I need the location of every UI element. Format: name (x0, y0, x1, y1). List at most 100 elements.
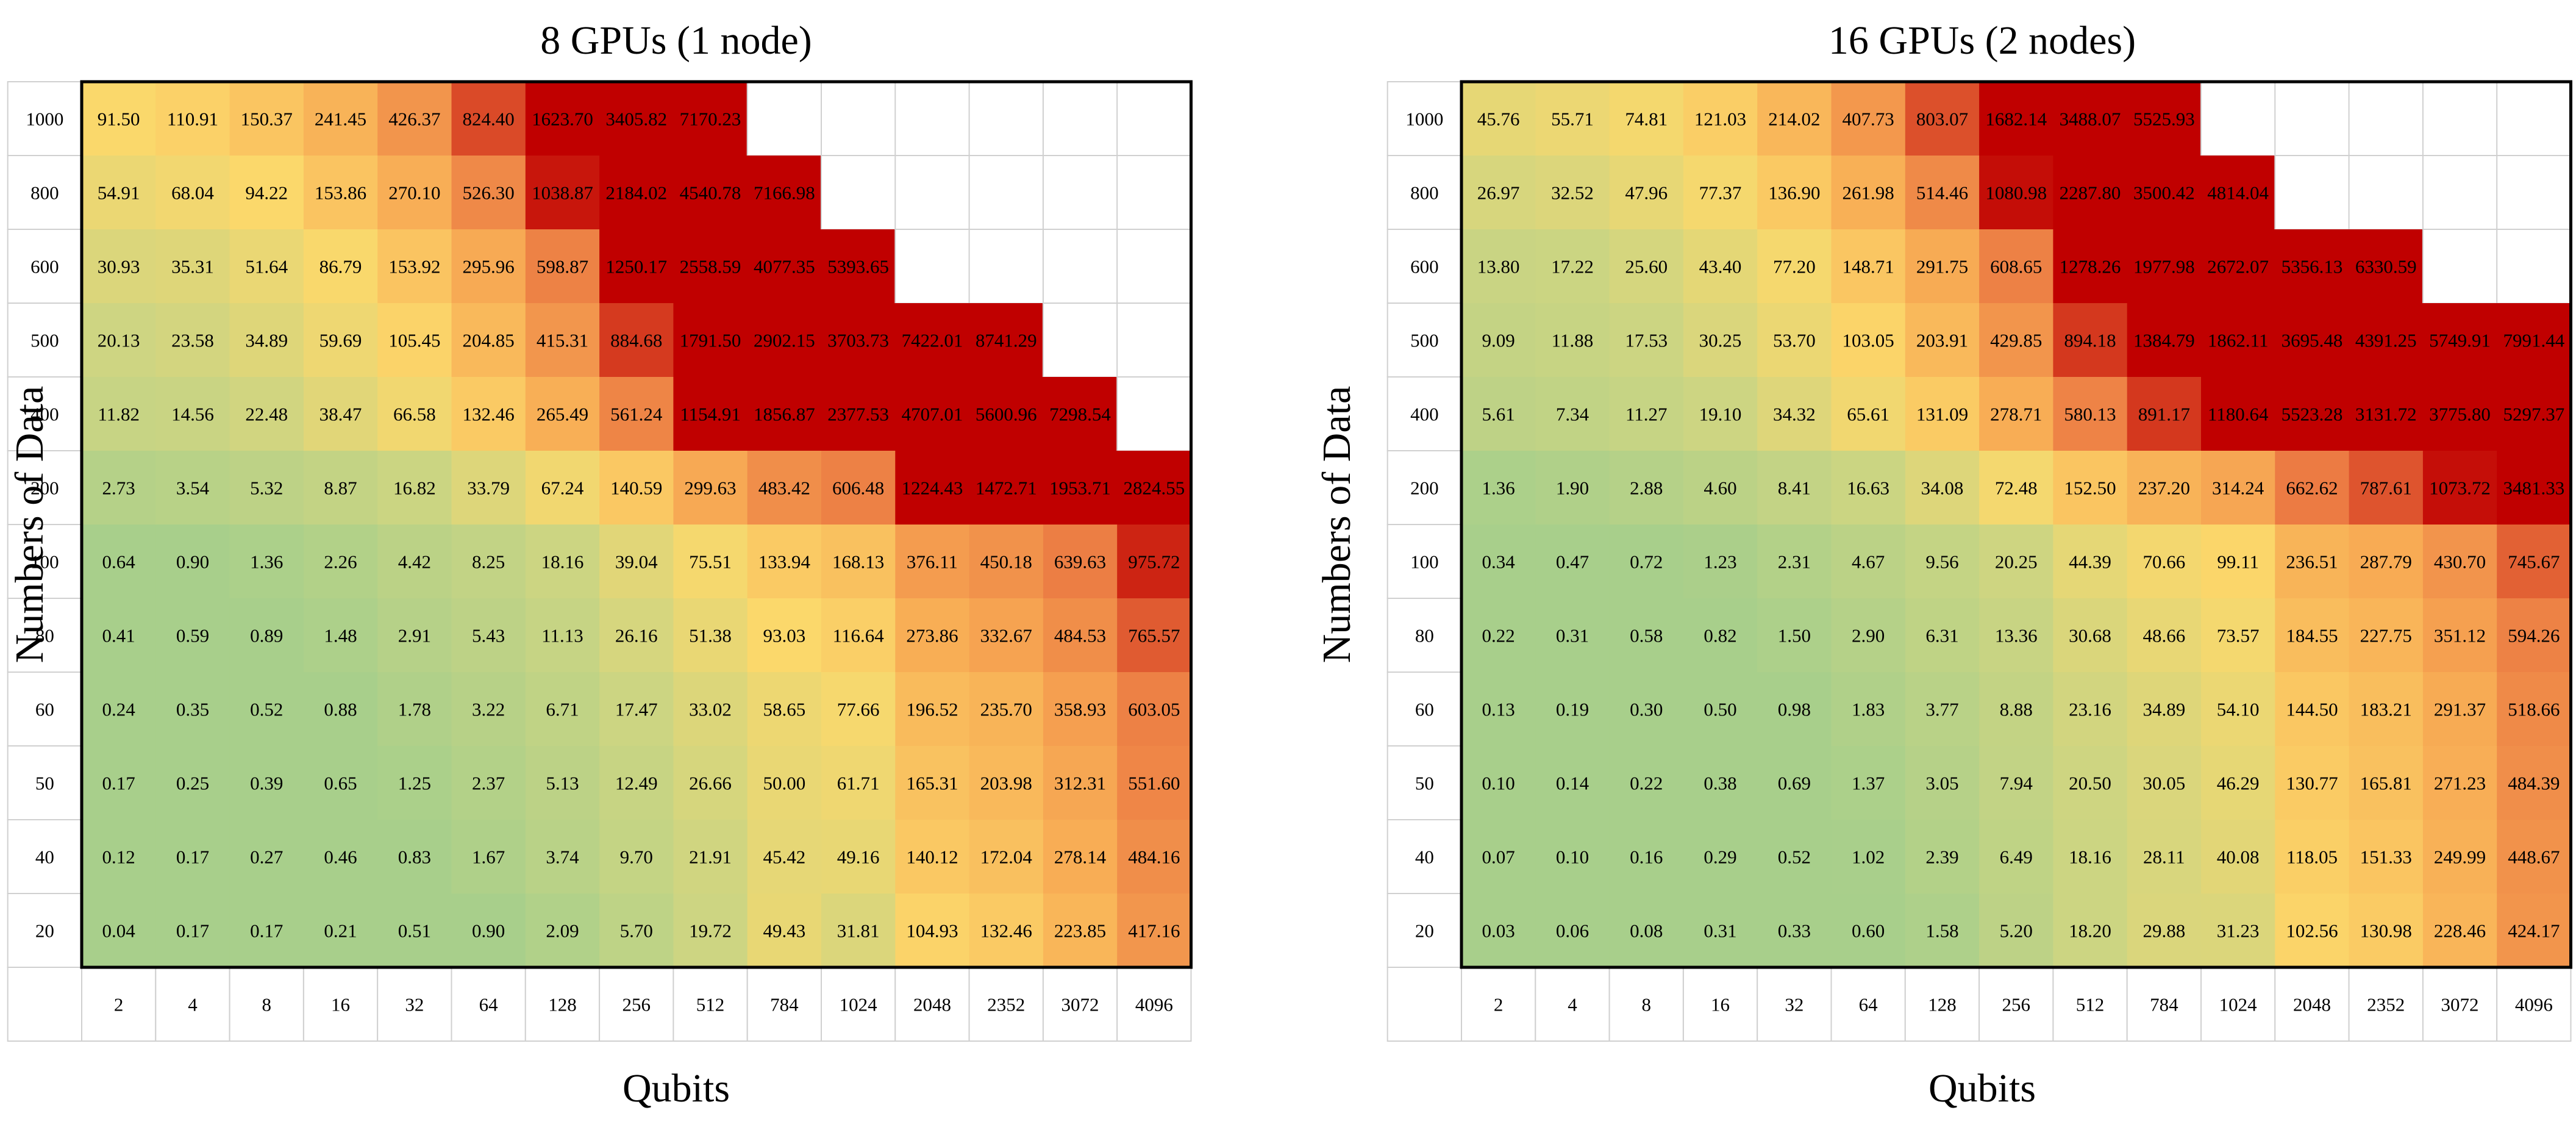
cell-value-label: 426.37 (388, 109, 440, 130)
heatmap-cell (1535, 525, 1610, 599)
y-tick-label: 20 (1415, 920, 1434, 942)
heatmap-cell (1979, 525, 2053, 599)
heatmap-cell (1831, 451, 1906, 525)
cell-value-label: 165.81 (2360, 773, 2412, 794)
cell-value-label: 0.17 (176, 847, 209, 868)
heatmap-cell (155, 303, 230, 378)
heatmap-cell (1757, 598, 1832, 673)
cell-value-label: 172.04 (980, 847, 1033, 868)
cell-value-label: 0.08 (1630, 920, 1663, 942)
cell-value-label: 0.33 (1778, 920, 1811, 942)
heatmap-cell (1905, 525, 1980, 599)
heatmap-cell (1535, 451, 1610, 525)
x-axis-label: Qubits (623, 1066, 730, 1111)
cell-value-label: 22.48 (245, 404, 288, 425)
cell-value-label: 203.91 (1916, 330, 1968, 351)
heatmap-cell (1831, 156, 1906, 230)
cell-value-label: 2.26 (324, 551, 357, 573)
heatmap-cell (303, 598, 378, 673)
heatmap-cell (303, 82, 378, 156)
heatmap-cell (895, 377, 970, 451)
cell-value-label: 261.98 (1843, 182, 1894, 204)
y-label-cell (1386, 819, 1462, 894)
y-label-cell (1386, 745, 1462, 820)
cell-value-label: 1.83 (1852, 699, 1885, 720)
heatmap-cell (2053, 229, 2128, 304)
cell-value-label: 1278.26 (2060, 256, 2121, 278)
heatmap-cell (1461, 303, 1536, 378)
heatmap-cell (1609, 746, 1684, 820)
heatmap-cell (673, 303, 748, 378)
cell-value-label: 1.50 (1778, 625, 1811, 646)
cell-value-label: 0.13 (1482, 699, 1515, 720)
heatmap-cell-empty (1042, 303, 1118, 378)
heatmap-cell (1831, 894, 1906, 968)
heatmap-cell-empty (821, 155, 896, 231)
heatmap-cell (2127, 820, 2202, 894)
heatmap-cell (155, 451, 230, 525)
cell-value-label: 8.88 (2000, 699, 2033, 720)
cell-value-label: 2287.80 (2060, 182, 2121, 204)
y-tick-label: 800 (1410, 182, 1439, 204)
cell-value-label: 77.20 (1773, 256, 1816, 278)
heatmap-cell (229, 82, 304, 156)
cell-value-label: 1.78 (398, 699, 431, 720)
x-tick-label: 16 (1711, 994, 1730, 1015)
x-tick-label: 4096 (1135, 994, 1173, 1015)
y-tick-label: 40 (1415, 847, 1434, 868)
cell-value-label: 33.79 (467, 478, 510, 499)
heatmap-cell (451, 525, 526, 599)
heatmap-cell (2275, 525, 2350, 599)
heatmap-cell (2127, 229, 2202, 304)
cell-value-label: 140.59 (610, 478, 662, 499)
heatmap-cell (2053, 525, 2128, 599)
heatmap-cell (2422, 672, 2497, 747)
heatmap-cell (377, 746, 452, 820)
cell-value-label: 2.88 (1630, 478, 1663, 499)
x-tick-label: 2352 (987, 994, 1025, 1015)
x-label-cell (1830, 967, 1906, 1042)
cell-value-label: 53.70 (1773, 330, 1816, 351)
heatmap-cell (451, 229, 526, 304)
cell-value-label: 271.23 (2434, 773, 2486, 794)
cell-value-label: 3488.07 (2060, 109, 2121, 130)
x-label-cell (377, 967, 452, 1042)
cell-value-label: 0.41 (102, 625, 135, 646)
cell-value-label: 5749.91 (2429, 330, 2491, 351)
cell-value-label: 4391.25 (2355, 330, 2417, 351)
cell-value-label: 2.39 (1925, 847, 1958, 868)
x-label-cell (821, 967, 896, 1042)
heatmap-cell (82, 820, 156, 894)
cell-value-label: 594.26 (2508, 625, 2560, 646)
cell-value-label: 1.25 (398, 773, 431, 794)
cell-value-label: 20.13 (98, 330, 140, 351)
cell-value-label: 32.52 (1551, 182, 1594, 204)
cell-value-label: 7.34 (1556, 404, 1589, 425)
heatmap-cell-empty (2422, 155, 2498, 231)
y-tick-label: 100 (1410, 551, 1439, 573)
cell-value-label: 30.05 (2143, 773, 2185, 794)
heatmap-cell (229, 746, 304, 820)
cell-value-label: 0.17 (102, 773, 135, 794)
heatmap-cell (82, 377, 156, 451)
heatmap-cell (2349, 525, 2424, 599)
heatmap-cell (2127, 672, 2202, 747)
cell-value-label: 45.42 (763, 847, 805, 868)
cell-value-label: 0.82 (1704, 625, 1736, 646)
heatmap-cell (155, 894, 230, 968)
heatmap-cell (1609, 820, 1684, 894)
cell-value-label: 23.58 (171, 330, 214, 351)
cell-value-label: 51.38 (689, 625, 732, 646)
cell-value-label: 3.22 (472, 699, 505, 720)
cell-value-label: 77.66 (837, 699, 880, 720)
heatmap-cell (2053, 377, 2128, 451)
heatmap-cell (303, 746, 378, 820)
heatmap-cell (1609, 894, 1684, 968)
heatmap-cell-empty (2274, 81, 2350, 157)
cell-value-label: 17.53 (1625, 330, 1668, 351)
heatmap-cell-empty (2496, 229, 2572, 304)
cell-value-label: 5.32 (250, 478, 283, 499)
cell-value-label: 3.77 (1925, 699, 1958, 720)
cell-value-label: 249.99 (2434, 847, 2486, 868)
cell-value-label: 30.93 (98, 256, 140, 278)
